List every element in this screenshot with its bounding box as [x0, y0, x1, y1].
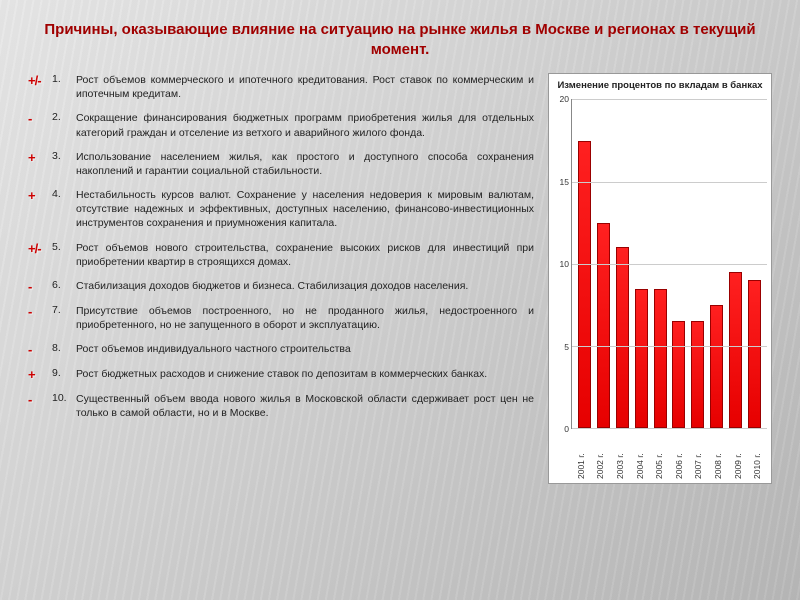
chart-bar	[654, 289, 667, 429]
chart-gridline	[572, 428, 767, 429]
chart-ytick: 0	[564, 424, 569, 434]
chart-yaxis: 05101520	[553, 99, 571, 429]
reason-text: Рост объемов коммерческого и ипотечного …	[76, 73, 534, 101]
reason-item: -7.Присутствие объемов построенного, но …	[28, 304, 534, 332]
chart-xlabel: 2005 г.	[654, 433, 664, 479]
chart-ytick: 20	[560, 94, 569, 104]
reason-sign: +/-	[28, 241, 52, 256]
reason-text: Присутствие объемов построенного, но не …	[76, 304, 534, 332]
reason-sign: +/-	[28, 73, 52, 88]
reason-item: +4.Нестабильность курсов валют. Сохранен…	[28, 188, 534, 231]
reason-sign: +	[28, 367, 52, 382]
chart-xlabel: 2007 г.	[693, 433, 703, 479]
reason-item: +3.Использование населением жилья, как п…	[28, 150, 534, 178]
chart-ytick: 5	[564, 342, 569, 352]
chart-bar	[635, 289, 648, 429]
reason-text: Рост объемов нового строительства, сохра…	[76, 241, 534, 269]
reason-item: -8.Рост объемов индивидуального частного…	[28, 342, 534, 357]
reason-sign: -	[28, 111, 52, 126]
reason-number: 2.	[52, 111, 76, 123]
chart-xlabel: 2001 г.	[576, 433, 586, 479]
chart-xlabel: 2010 г.	[752, 433, 762, 479]
chart-xlabel: 2002 г.	[595, 433, 605, 479]
chart-gridline	[572, 182, 767, 183]
reasons-list: +/-1.Рост объемов коммерческого и ипотеч…	[28, 73, 534, 484]
reason-number: 3.	[52, 150, 76, 162]
reason-sign: -	[28, 279, 52, 294]
reason-sign: +	[28, 150, 52, 165]
chart-plot	[571, 99, 767, 429]
reason-number: 6.	[52, 279, 76, 291]
reason-item: -6.Стабилизация доходов бюджетов и бизне…	[28, 279, 534, 294]
reason-sign: -	[28, 304, 52, 319]
reason-item: +9.Рост бюджетных расходов и снижение ст…	[28, 367, 534, 382]
reason-item: +/-5.Рост объемов нового строительства, …	[28, 241, 534, 269]
chart-gridline	[572, 346, 767, 347]
chart-bar	[748, 280, 761, 428]
chart-plot-area: 05101520	[553, 99, 767, 429]
chart-xlabel: 2003 г.	[615, 433, 625, 479]
deposit-rate-chart: Изменение процентов по вкладам в банках …	[548, 73, 772, 484]
reason-number: 4.	[52, 188, 76, 200]
reason-item: -2.Сокращение финансирования бюджетных п…	[28, 111, 534, 139]
chart-gridline	[572, 99, 767, 100]
chart-xaxis: 2001 г. 2002 г. 2003 г. 2004 г. 2005 г. 2006 …	[553, 433, 767, 479]
reason-text: Стабилизация доходов бюджетов и бизнеса.…	[76, 279, 534, 293]
reason-text: Существенный объем ввода нового жилья в …	[76, 392, 534, 420]
chart-bar	[710, 305, 723, 428]
chart-xlabel: 2006 г.	[674, 433, 684, 479]
chart-bar	[578, 141, 591, 429]
reason-number: 5.	[52, 241, 76, 253]
reason-number: 9.	[52, 367, 76, 379]
reason-number: 1.	[52, 73, 76, 85]
reason-text: Использование населением жилья, как прос…	[76, 150, 534, 178]
reason-sign: -	[28, 392, 52, 407]
reason-text: Сокращение финансирования бюджетных прог…	[76, 111, 534, 139]
chart-title: Изменение процентов по вкладам в банках	[553, 80, 767, 91]
chart-xlabel: 2008 г.	[713, 433, 723, 479]
reason-text: Рост объемов индивидуального частного ст…	[76, 342, 534, 356]
reason-item: -10.Существенный объем ввода нового жиль…	[28, 392, 534, 420]
chart-ytick: 10	[560, 259, 569, 269]
chart-panel: Изменение процентов по вкладам в банках …	[548, 73, 772, 484]
chart-ytick: 15	[560, 177, 569, 187]
chart-bar	[597, 223, 610, 429]
reason-text: Рост бюджетных расходов и снижение ставо…	[76, 367, 534, 381]
chart-bar	[729, 272, 742, 428]
content-row: +/-1.Рост объемов коммерческого и ипотеч…	[28, 73, 772, 484]
chart-bar	[691, 321, 704, 428]
reason-text: Нестабильность курсов валют. Сохранение …	[76, 188, 534, 231]
page-title: Причины, оказывающие влияние на ситуацию…	[28, 20, 772, 59]
reason-item: +/-1.Рост объемов коммерческого и ипотеч…	[28, 73, 534, 101]
chart-gridline	[572, 264, 767, 265]
reason-sign: +	[28, 188, 52, 203]
reason-number: 7.	[52, 304, 76, 316]
reason-number: 10.	[52, 392, 76, 404]
chart-bar	[616, 247, 629, 428]
chart-xlabel: 2004 г.	[635, 433, 645, 479]
chart-xlabel: 2009 г.	[733, 433, 743, 479]
chart-bar	[672, 321, 685, 428]
reason-sign: -	[28, 342, 52, 357]
reason-number: 8.	[52, 342, 76, 354]
